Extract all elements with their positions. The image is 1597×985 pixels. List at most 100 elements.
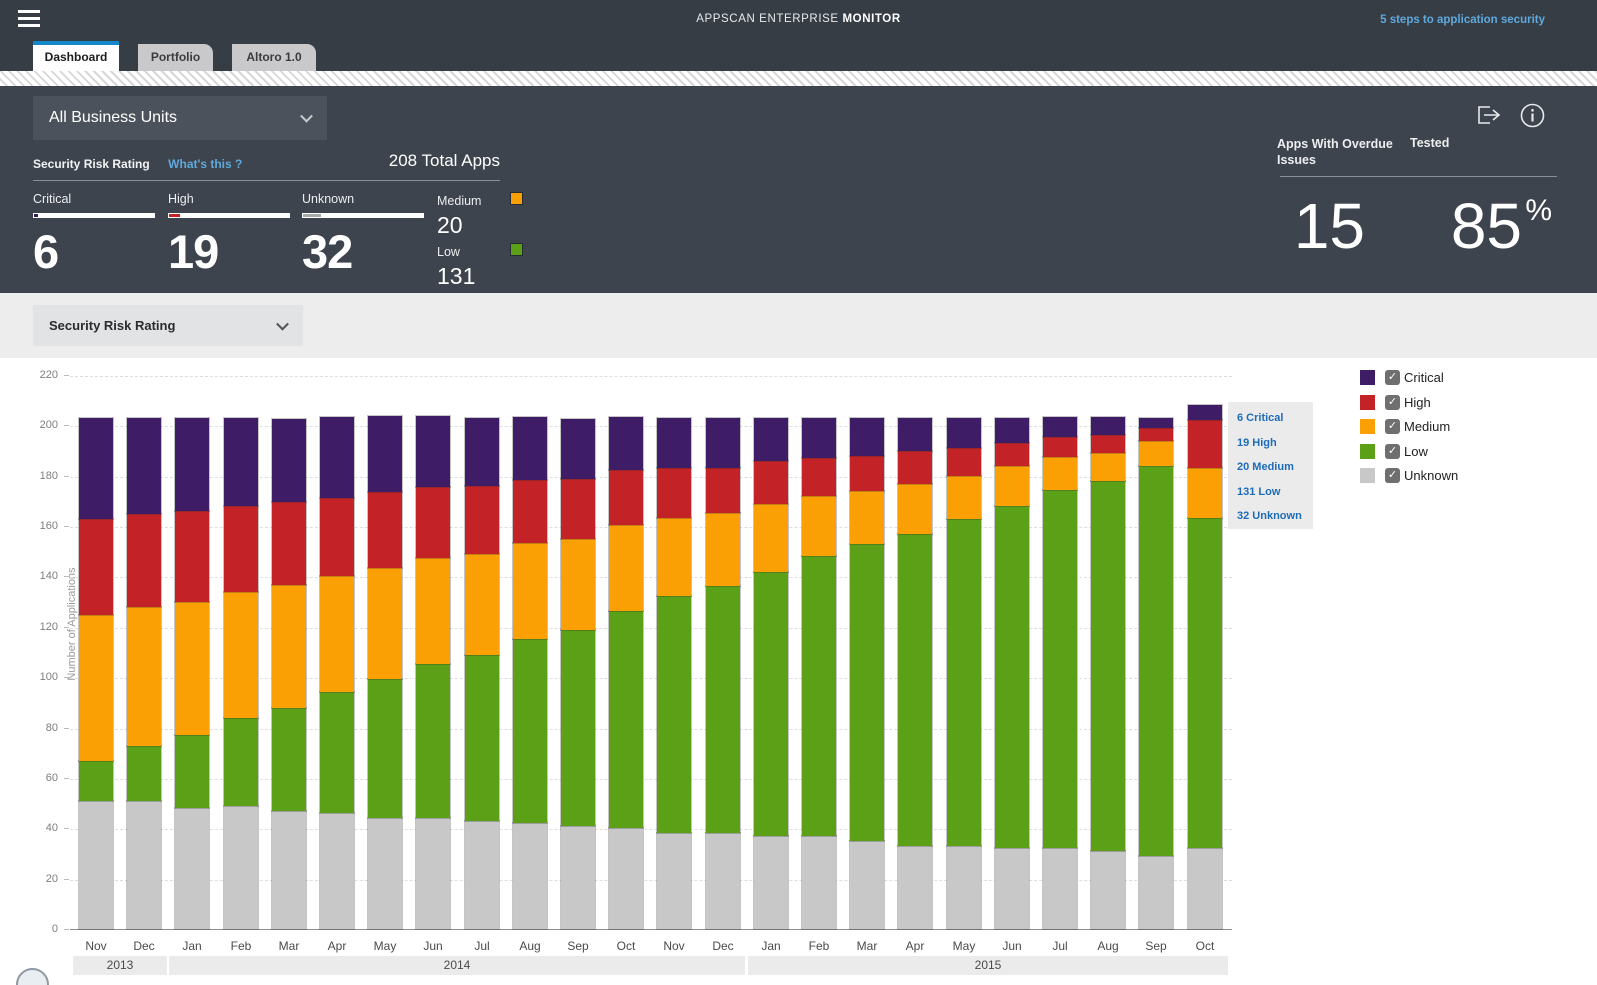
bar-segment-unknown [897,845,933,930]
bar-2015-feb[interactable] [801,376,837,930]
bar-segment-high [174,510,210,603]
bar-2014-feb[interactable] [223,376,259,930]
bar-segment-low [78,760,114,802]
bar-segment-unknown [78,800,114,930]
bar-2014-may[interactable] [367,376,403,930]
tested-label: Tested [1410,136,1450,150]
x-axis-month-label: Aug [1097,939,1119,953]
bar-segment-critical [849,417,885,457]
y-axis-label: 200 [39,419,58,431]
y-axis-tick [64,627,69,628]
x-axis-month-label: Oct [616,939,636,953]
gridline [70,527,1232,528]
stat-high: High 19 [168,192,290,279]
bar-segment-low [1090,480,1126,852]
risk-rating-dropdown[interactable]: Security Risk Rating [33,305,303,346]
gridline [70,477,1232,478]
stat-unknown-label: Unknown [302,192,355,206]
bar-2014-apr[interactable] [319,376,355,930]
overdue-apps-value: 15 [1293,190,1365,262]
tab-dashboard[interactable]: Dashboard [33,41,119,71]
gridline [70,628,1232,629]
bar-2015-apr[interactable] [897,376,933,930]
bar-segment-critical [512,416,548,481]
business-unit-dropdown[interactable]: All Business Units [33,96,327,140]
bar-2015-mar[interactable] [849,376,885,930]
x-axis-month-label: Nov [663,939,685,953]
stat-high-bar [168,213,290,218]
bar-2014-jun[interactable] [415,376,451,930]
legend-checkbox-low[interactable]: ✓ [1385,443,1400,459]
bar-2013-nov[interactable] [78,376,114,930]
x-axis-month-label: Oct [1195,939,1215,953]
stat-medium-value: 20 [437,212,463,238]
bar-segment-medium [849,490,885,545]
legend-label: Medium [1404,419,1451,434]
x-axis-month-label: Jun [423,939,443,953]
legend-checkbox-high[interactable]: ✓ [1385,394,1400,410]
bar-segment-medium [367,567,403,680]
tab-altoro[interactable]: Altoro 1.0 [232,44,316,71]
bar-2014-aug[interactable] [512,376,548,930]
bar-2015-jul[interactable] [1042,376,1078,930]
bar-segment-critical [1042,416,1078,438]
tab-portfolio[interactable]: Portfolio [138,44,213,71]
bar-segment-unknown [319,812,355,930]
x-axis-month-label: Jul [1052,939,1068,953]
x-axis-month-label: Nov [85,939,107,953]
bar-segment-unknown [705,832,741,930]
x-axis-month-label: Mar [856,939,878,953]
x-axis-month-label: Aug [519,939,541,953]
y-axis-label: 100 [39,671,58,683]
gridline [70,376,1232,377]
bar-segment-medium [464,553,500,656]
bar-2014-jan[interactable] [174,376,210,930]
bar-segment-high [78,518,114,616]
y-axis-label: 120 [39,621,58,633]
bar-2015-may[interactable] [946,376,982,930]
whats-this-link[interactable]: What's this ? [168,157,243,171]
bar-segment-critical [705,417,741,469]
bar-2014-mar[interactable] [271,376,307,930]
bar-segment-critical [608,416,644,471]
bar-2014-sep[interactable] [560,376,596,930]
legend-checkbox-medium[interactable]: ✓ [1385,419,1400,434]
legend-checkbox-critical[interactable]: ✓ [1385,370,1400,385]
bar-2015-aug[interactable] [1090,376,1126,930]
bar-2015-oct[interactable] [1187,376,1223,930]
menu-icon[interactable] [18,10,40,27]
x-axis-month-label: Apr [905,939,925,953]
stat-unknown-bar [302,213,424,218]
info-icon[interactable] [1520,103,1545,128]
bar-segment-critical [464,417,500,487]
bar-2015-sep[interactable] [1138,376,1174,930]
gridline [70,426,1232,427]
bar-2014-oct[interactable] [608,376,644,930]
bar-segment-critical [801,417,837,459]
bar-segment-unknown [753,835,789,930]
bar-segment-low [367,678,403,819]
bar-segment-critical [78,417,114,520]
critical-swatch-icon [1360,370,1375,385]
bar-segment-low [223,717,259,807]
bar-2014-jul[interactable] [464,376,500,930]
bar-2015-jan[interactable] [753,376,789,930]
bar-2013-dec[interactable] [126,376,162,930]
export-icon[interactable] [1476,103,1502,127]
bar-segment-high [801,457,837,497]
bar-2014-dec[interactable] [705,376,741,930]
bar-segment-unknown [560,825,596,930]
bar-segment-high [126,513,162,608]
legend-checkbox-unknown[interactable]: ✓ [1385,468,1400,483]
five-steps-link[interactable]: 5 steps to application security [1380,14,1545,26]
gridline [70,729,1232,730]
unknown-swatch-icon [1360,468,1375,483]
bar-2015-jun[interactable] [994,376,1030,930]
legend-label: Critical [1404,370,1444,385]
bar-segment-medium [319,575,355,693]
low-swatch-icon [1360,443,1375,459]
bar-2014-nov[interactable] [656,376,692,930]
stat-low-label: Low [437,245,460,259]
bar-segment-low [1138,465,1174,857]
